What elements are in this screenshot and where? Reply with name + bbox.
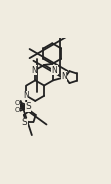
Text: N: N xyxy=(31,66,37,75)
Text: O: O xyxy=(14,107,20,113)
Text: S: S xyxy=(25,102,31,111)
Text: O: O xyxy=(14,100,20,106)
Text: N: N xyxy=(23,91,29,100)
Text: N: N xyxy=(61,72,67,81)
Text: S: S xyxy=(22,118,27,127)
Text: N: N xyxy=(52,66,57,75)
